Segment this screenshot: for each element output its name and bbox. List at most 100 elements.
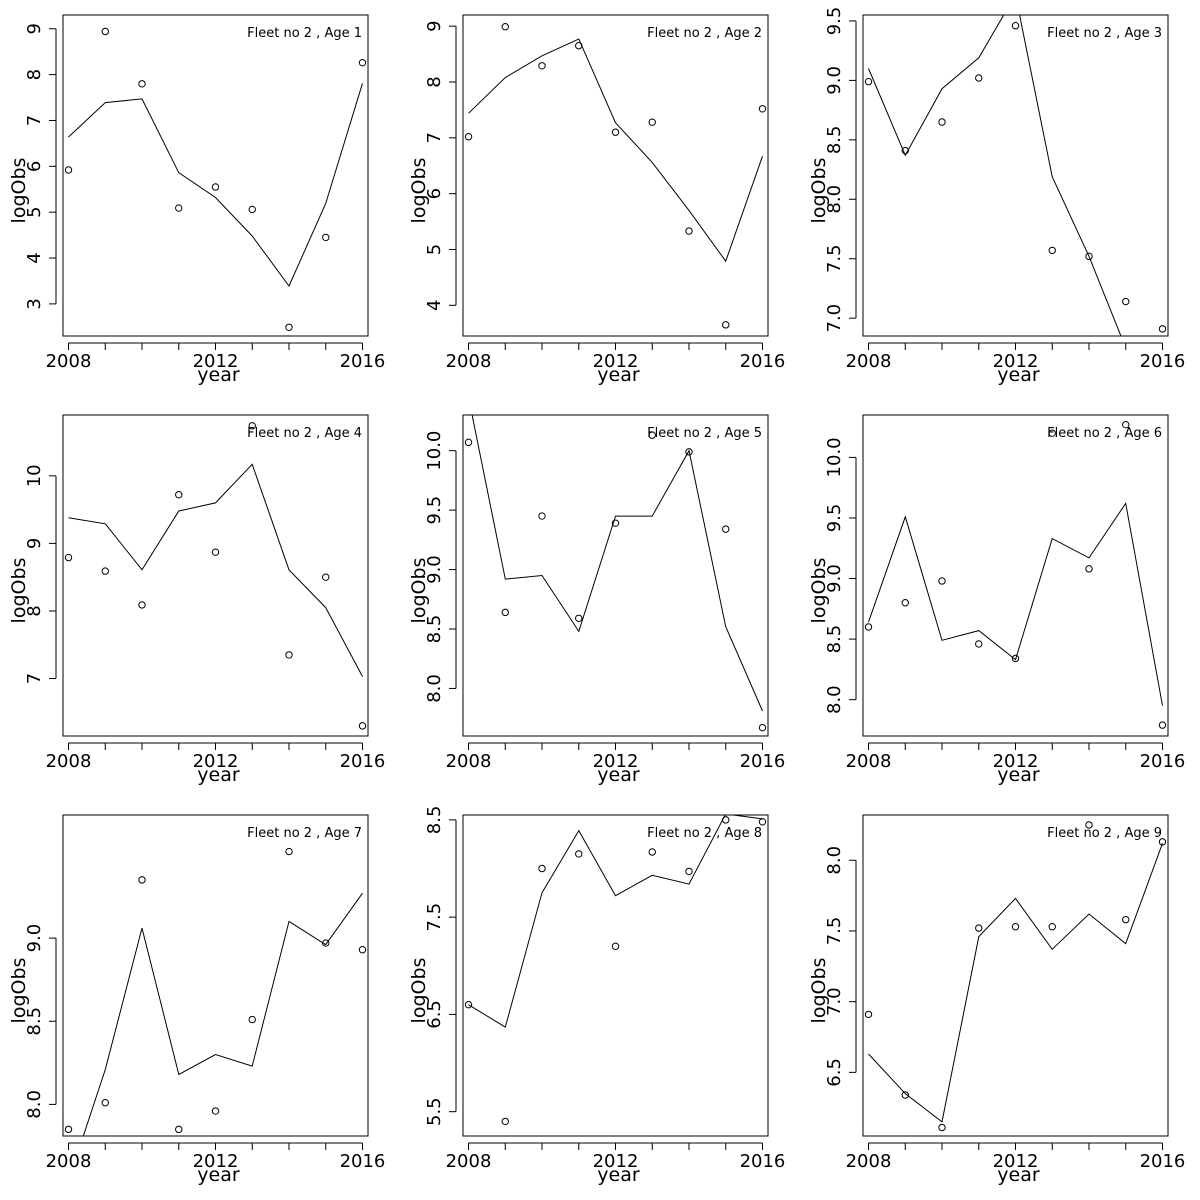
x-tick-label: 2012 [593, 351, 639, 372]
x-axis-title: year [197, 764, 240, 786]
y-axis-title: logObs [8, 958, 30, 1024]
observed-point [211, 183, 220, 191]
fitted-line [471, 415, 763, 712]
panel-age-7: 2008 2012 2016 year 8.0 8.5 9.0 logObs Fleet no … [8, 814, 386, 1186]
panel-age-8: 2008 2012 2016 year 5.5 6.5 7.5 8.5 logObs Fleet … [408, 806, 785, 1186]
y-tick-label: 6 [24, 161, 45, 172]
y-tick-label: 8.5 [424, 806, 445, 835]
observed-point [1122, 915, 1130, 924]
fitted-line [82, 892, 363, 1136]
panel-age-9: 2008 2012 2016 year 6.5 7.0 7.5 8.0 logObs Fleet … [808, 814, 1186, 1186]
observed-point [248, 1015, 256, 1024]
y-axis-title: logObs [8, 158, 30, 224]
observed-point [285, 651, 293, 659]
observed-point [322, 233, 330, 242]
observed-point [1158, 721, 1167, 729]
observed-point [1085, 565, 1093, 573]
y-tick-label: 10.0 [424, 431, 445, 471]
y-axis-title: logObs [808, 958, 830, 1024]
y-tick-label: 7.5 [424, 903, 445, 932]
y-tick-label: 8.0 [824, 846, 845, 875]
plot-frame [462, 814, 769, 1137]
observed-point [538, 512, 546, 520]
y-axis-title: logObs [408, 958, 430, 1024]
observed-point [322, 939, 330, 947]
y-tick-label: 8.0 [824, 685, 845, 714]
x-tick-label: 2016 [1140, 1151, 1186, 1172]
panel-title: Fleet no 2 , Age 1 [247, 26, 362, 41]
y-tick-label: 3 [24, 298, 45, 309]
y-tick-label: 10.0 [824, 437, 845, 477]
observed-point [938, 1123, 946, 1132]
plot-frame [862, 814, 1169, 1137]
observed-point [575, 614, 583, 622]
y-tick-label: 4 [24, 252, 45, 263]
y-tick-label: 10 [24, 464, 45, 487]
observed-point [648, 431, 656, 439]
panel-title: Fleet no 2 , Age 3 [1047, 26, 1162, 41]
x-tick-label: 2012 [193, 1151, 239, 1172]
observed-point [501, 608, 509, 617]
observed-point [758, 105, 767, 113]
panel-title: Fleet no 2 , Age 5 [647, 426, 762, 441]
observed-point [648, 848, 656, 856]
plot-frame [462, 414, 769, 737]
y-tick-label: 9 [424, 20, 445, 31]
x-tick-label: 2016 [740, 1151, 786, 1172]
x-tick-label: 2008 [446, 751, 492, 772]
observed-point [864, 77, 873, 86]
x-axis-title: year [197, 1164, 240, 1186]
y-tick-label: 7 [24, 115, 45, 126]
observed-point [611, 942, 620, 951]
observed-point [64, 1125, 73, 1134]
y-tick-label: 8.0 [424, 674, 445, 703]
observed-point [758, 723, 767, 732]
observed-point [101, 567, 109, 575]
observed-point [722, 525, 730, 533]
observed-point [575, 850, 583, 858]
observed-point [285, 847, 293, 856]
plot-frame [462, 14, 769, 337]
y-tick-label: 7 [24, 673, 45, 684]
x-tick-label: 2008 [46, 1151, 92, 1172]
y-tick-label: 7.0 [824, 987, 845, 1016]
observed-point [175, 1125, 183, 1134]
y-tick-label: 9.5 [824, 504, 845, 533]
x-tick-label: 2016 [340, 1151, 386, 1172]
x-tick-label: 2016 [1140, 751, 1186, 772]
panel-title: Fleet no 2 , Age 7 [247, 826, 362, 841]
x-tick-label: 2008 [846, 751, 892, 772]
x-tick-label: 2016 [340, 351, 386, 372]
x-tick-label: 2012 [593, 1151, 639, 1172]
y-tick-label: 8.5 [824, 126, 845, 155]
panel-age-4: 2008 2012 2016 year 7 8 9 10 logObs Fleet no 2 , … [8, 414, 385, 786]
observed-point [722, 321, 730, 329]
x-axis-title: year [597, 764, 640, 786]
observed-point [1048, 923, 1056, 931]
plot-frame [862, 414, 1169, 737]
observed-point [64, 166, 73, 174]
observed-point [322, 573, 330, 581]
x-tick-label: 2008 [846, 351, 892, 372]
y-axis-title: logObs [408, 158, 430, 224]
y-tick-label: 8.5 [424, 615, 445, 644]
x-tick-label: 2008 [846, 1151, 892, 1172]
observed-point [138, 80, 146, 88]
x-tick-label: 2012 [193, 351, 239, 372]
observed-point [285, 323, 293, 331]
y-tick-label: 8 [424, 76, 445, 87]
observed-point [1085, 821, 1093, 829]
observed-point [1122, 420, 1130, 429]
y-tick-label: 9.0 [824, 66, 845, 95]
panel-age-5: 2008 2012 2016 year 8.0 8.5 9.0 9.5 10.0 logObs Fl… [408, 414, 785, 786]
observed-point [1085, 252, 1093, 261]
panel-title: Fleet no 2 , Age 6 [1047, 426, 1162, 441]
y-tick-label: 8.5 [824, 625, 845, 654]
observed-point [975, 924, 983, 932]
observed-point [464, 1000, 473, 1009]
fitted-line [868, 502, 1163, 706]
y-tick-label: 9.0 [824, 564, 845, 593]
panel-title: Fleet no 2 , Age 4 [247, 426, 362, 441]
y-tick-label: 9.0 [24, 924, 45, 953]
y-tick-label: 8.5 [24, 1007, 45, 1036]
